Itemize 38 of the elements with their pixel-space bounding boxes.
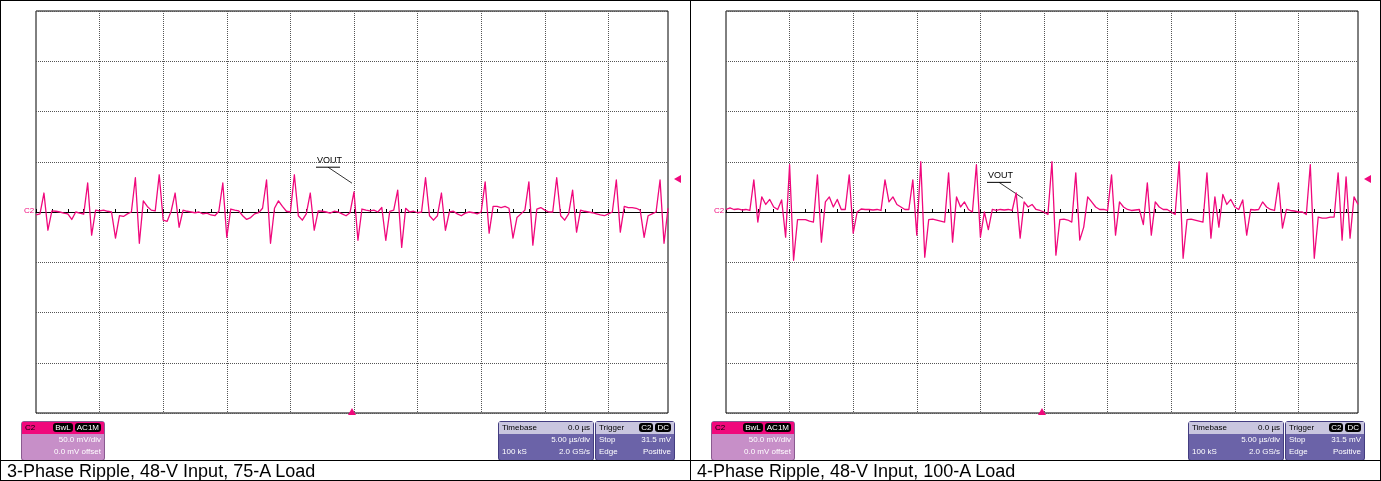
text: C2: [25, 422, 36, 434]
text: BwL: [743, 423, 763, 432]
annotation: VOUT: [988, 169, 1014, 180]
text: C2: [639, 423, 654, 432]
text: Stop: [1289, 434, 1306, 446]
text: C2: [714, 205, 725, 215]
text: DC: [1345, 423, 1361, 432]
text: Edge: [1289, 446, 1308, 458]
text: 0.0 µs: [1258, 422, 1280, 434]
text: 0.0 mV offset: [54, 446, 101, 458]
text: 3-Phase Ripple, 48-V Input, 75-A Load: [1, 460, 697, 481]
text: Timebase: [1192, 422, 1227, 434]
text: 31.5 mV: [641, 434, 671, 446]
text: Positive: [642, 446, 671, 458]
text: 50.0 mV/div: [748, 434, 791, 446]
text: DC: [655, 423, 671, 432]
text: Stop: [599, 434, 616, 446]
text: Positive: [1332, 446, 1361, 458]
text: Edge: [599, 446, 618, 458]
text: Timebase: [502, 422, 537, 434]
text: Trigger: [1289, 422, 1315, 434]
text: 31.5 mV: [1331, 434, 1361, 446]
text: 5.00 µs/div: [551, 434, 590, 446]
text: 100 kS: [1192, 446, 1217, 458]
text: 5.00 µs/div: [1241, 434, 1280, 446]
text: 50.0 mV/div: [58, 434, 101, 446]
text: C2: [1329, 423, 1344, 432]
text: C2: [715, 422, 726, 434]
text: 0.0 mV offset: [744, 446, 791, 458]
text: 0.0 µs: [568, 422, 590, 434]
text: AC1M: [74, 423, 101, 432]
text: Trigger: [599, 422, 625, 434]
text: C2: [24, 205, 35, 215]
text: 2.0 GS/s: [1248, 446, 1280, 458]
text: 100 kS: [502, 446, 527, 458]
text: BwL: [53, 423, 73, 432]
text: 2.0 GS/s: [558, 446, 590, 458]
text: AC1M: [764, 423, 791, 432]
